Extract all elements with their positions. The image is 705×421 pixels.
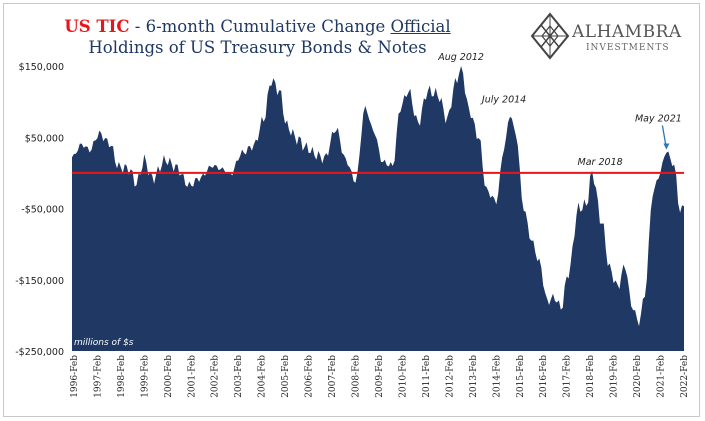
units-note: millions of $s (74, 338, 134, 348)
chart-title: US TIC - 6-month Cumulative Change Offic… (0, 16, 515, 58)
alhambra-logo: ALHAMBRA INVESTMENTS (528, 12, 700, 62)
x-tick-label: 1999-Feb (140, 355, 150, 398)
x-tick-label: 1997-Feb (93, 355, 103, 398)
x-tick-label: 2020-Feb (633, 355, 643, 398)
title-underlined-part: Official (390, 17, 451, 36)
x-tick-label: 2013-Feb (469, 355, 479, 398)
y-tick-label: -$150,000 (15, 276, 64, 287)
x-tick-label: 2005-Feb (281, 355, 291, 398)
series-area (72, 66, 684, 351)
title-line-2: Holdings of US Treasury Bonds & Notes (88, 38, 427, 57)
x-tick-label: 2002-Feb (211, 355, 221, 398)
x-tick-label: 2010-Feb (398, 355, 408, 398)
x-tick-label: 1996-Feb (70, 355, 80, 398)
x-tick-label: 2021-Feb (657, 355, 667, 398)
x-tick-label: 2001-Feb (187, 355, 197, 398)
x-tick-label: 2003-Feb (234, 355, 244, 398)
logo-name: ALHAMBRA (572, 22, 682, 42)
chart-frame (3, 3, 700, 417)
annotation-label: Aug 2012 (437, 52, 484, 63)
x-tick-label: 2012-Feb (445, 355, 455, 398)
x-tick-label: 2014-Feb (492, 355, 502, 398)
x-tick-label: 2015-Feb (516, 355, 526, 398)
x-tick-label: 2006-Feb (305, 355, 315, 398)
title-middle-part: - 6-month Cumulative Change (129, 17, 391, 36)
x-tick-label: 2019-Feb (610, 355, 620, 398)
x-tick-label: 2007-Feb (328, 355, 338, 398)
x-tick-label: 2018-Feb (586, 355, 596, 398)
x-tick-label: 2008-Feb (352, 355, 362, 398)
y-tick-label: -$250,000 (15, 347, 64, 358)
y-tick-label: -$50,000 (21, 205, 64, 216)
diamond-lattice-icon (530, 12, 570, 60)
y-tick-label: $150,000 (19, 62, 64, 73)
x-tick-label: 2009-Feb (375, 355, 385, 398)
x-tick-label: 2017-Feb (563, 355, 573, 398)
annotation-arrow-head (663, 143, 670, 150)
annotation-label: July 2014 (480, 94, 526, 105)
x-tick-label: 2022-Feb (680, 355, 690, 398)
x-tick-label: 2000-Feb (164, 355, 174, 398)
logo-subtitle: INVESTMENTS (586, 43, 670, 53)
x-tick-label: 2011-Feb (422, 355, 432, 398)
title-line-1: US TIC - 6-month Cumulative Change Offic… (0, 16, 515, 37)
x-tick-label: 2004-Feb (258, 355, 268, 398)
title-red-part: US TIC (64, 17, 130, 36)
annotation-label: Mar 2018 (578, 157, 623, 168)
x-tick-label: 1998-Feb (117, 355, 127, 398)
annotation-label: May 2021 (635, 114, 682, 125)
x-tick-label: 2016-Feb (539, 355, 549, 398)
y-tick-label: $50,000 (25, 133, 64, 144)
